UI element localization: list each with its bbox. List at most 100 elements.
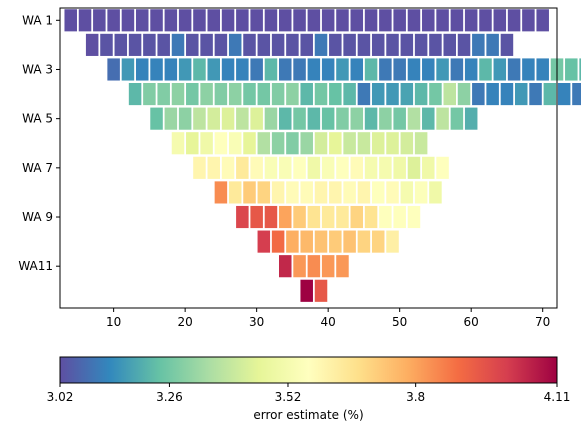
heatmap-cell <box>329 83 342 106</box>
heatmap-cell <box>357 33 371 56</box>
heatmap-cell <box>479 58 492 81</box>
heatmap-cell <box>228 83 242 106</box>
heatmap-cell <box>135 9 149 32</box>
heatmap-cell <box>264 107 278 130</box>
heatmap-cell <box>350 58 364 81</box>
heatmap-cell <box>364 9 378 32</box>
heatmap-cell <box>279 9 292 32</box>
heatmap-cell <box>557 83 571 106</box>
heatmap-cell <box>364 156 378 179</box>
heatmap-cell <box>228 33 242 56</box>
heatmap-cell <box>386 230 399 253</box>
heatmap-cell <box>572 83 581 106</box>
heatmap-cell <box>400 33 414 56</box>
heatmap-cell <box>114 33 128 56</box>
heatmap-cell <box>157 83 170 106</box>
heatmap-cell <box>279 205 292 229</box>
heatmap-cell <box>214 33 228 56</box>
heatmap-cell <box>264 156 278 179</box>
heatmap-cell <box>321 58 335 81</box>
heatmap-cell <box>221 58 235 81</box>
heatmap-cell <box>493 58 507 81</box>
heatmap-cell <box>414 83 428 106</box>
heatmap-cell <box>364 107 378 130</box>
colorbar-tick-label: 3.8 <box>406 390 425 404</box>
heatmap-cell <box>329 181 342 204</box>
colorbar-tick-label: 3.26 <box>156 390 183 404</box>
heatmap-cell <box>178 9 192 32</box>
heatmap-cell <box>150 58 163 81</box>
heatmap-cell <box>171 132 185 155</box>
heatmap-cell <box>486 83 499 106</box>
heatmap-cell <box>293 9 306 32</box>
colorbar-tick-label: 4.11 <box>544 390 571 404</box>
heatmap-cell <box>314 132 328 155</box>
heatmap-cell <box>286 230 299 253</box>
heatmap-cell <box>300 83 313 106</box>
heatmap-cell <box>236 156 249 179</box>
y-tick-label: WA 7 <box>22 161 53 175</box>
heatmap-cell <box>357 181 371 204</box>
y-tick-label: WA11 <box>18 259 53 273</box>
heatmap-cell <box>150 107 163 130</box>
heatmap-cell <box>321 255 335 278</box>
heatmap-cell <box>357 83 371 106</box>
heatmap-cell <box>386 181 399 204</box>
heatmap-cell <box>178 58 192 81</box>
heatmap-cell <box>486 33 499 56</box>
heatmap-cell <box>422 9 435 32</box>
heatmap-cell <box>414 181 428 204</box>
x-tick-label: 60 <box>464 315 479 329</box>
heatmap-cell <box>200 132 213 155</box>
heatmap-cell <box>121 9 135 32</box>
heatmap-cell <box>257 181 271 204</box>
heatmap-cell <box>479 9 492 32</box>
heatmap-cell <box>214 83 228 106</box>
heatmap-cell <box>343 33 356 56</box>
heatmap-cell <box>250 58 263 81</box>
heatmap-cell <box>350 205 364 229</box>
heatmap-cell <box>314 83 328 106</box>
heatmap-cell <box>393 156 406 179</box>
heatmap-cell <box>279 255 292 278</box>
heatmap-cell <box>364 205 378 229</box>
heatmap-cell <box>186 33 199 56</box>
heatmap-cell <box>271 132 285 155</box>
heatmap-cell <box>436 58 449 81</box>
colorbar-tick-label: 3.02 <box>47 390 74 404</box>
heatmap-cell <box>221 107 235 130</box>
y-tick-label: WA 3 <box>22 62 53 76</box>
heatmap-cell <box>429 33 442 56</box>
heatmap-cell <box>414 132 428 155</box>
heatmap-cell <box>193 58 206 81</box>
heatmap-cell <box>450 58 464 81</box>
heatmap-cell <box>371 33 385 56</box>
heatmap-cell <box>293 205 306 229</box>
heatmap-cell <box>221 156 235 179</box>
heatmap-cell <box>143 33 156 56</box>
heatmap-cell <box>78 9 92 32</box>
heatmap-cell <box>107 58 120 81</box>
heatmap-cell <box>536 9 549 32</box>
heatmap-cell <box>264 205 278 229</box>
heatmap-cell <box>178 107 192 130</box>
heatmap-cell <box>386 83 399 106</box>
colorbar-ticks: 3.02 3.26 3.52 3.8 4.11 <box>47 383 571 404</box>
heatmap-cell <box>379 205 392 229</box>
heatmap-cell <box>407 107 421 130</box>
heatmap-cell <box>336 58 349 81</box>
heatmap-cell <box>193 9 206 32</box>
heatmap-cell <box>143 83 156 106</box>
heatmap-cell <box>207 9 221 32</box>
heatmap-cell <box>243 33 256 56</box>
heatmap-cell <box>343 230 356 253</box>
colorbar: 3.02 3.26 3.52 3.8 4.11 error estimate (%) <box>47 356 571 422</box>
heatmap-cell <box>464 107 478 130</box>
heatmap-cell <box>307 255 321 278</box>
heatmap-cells <box>64 9 581 302</box>
heatmap-cell <box>422 156 435 179</box>
y-axis: WA 1 WA 3 WA 5 WA 7 WA 9 WA11 <box>18 13 60 273</box>
heatmap-cell <box>457 83 471 106</box>
heatmap-cell <box>400 83 414 106</box>
heatmap-cell <box>200 83 213 106</box>
